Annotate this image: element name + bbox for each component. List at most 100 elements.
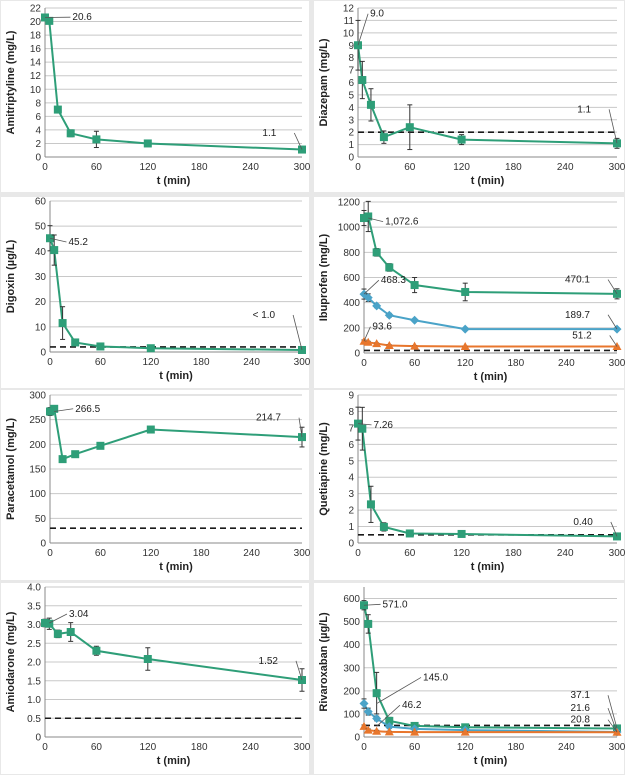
data-point (50, 405, 58, 413)
x-tick-label: 120 (453, 162, 470, 173)
x-tick-label: 300 (609, 162, 625, 173)
y-tick-label: 0 (35, 153, 41, 164)
y-tick-label: 10 (343, 28, 355, 39)
data-label: 3.04 (69, 609, 89, 620)
y-axis-label: Digoxin (µg/L) (5, 239, 17, 313)
y-tick-label: 0 (348, 153, 354, 164)
x-tick-label: 300 (294, 162, 311, 173)
x-axis-label: t (min) (471, 175, 505, 187)
data-label: 93.6 (372, 322, 392, 333)
y-tick-label: 60 (35, 197, 47, 208)
x-tick-label: 0 (355, 162, 361, 173)
data-point (406, 123, 414, 131)
data-label: 45.2 (68, 237, 88, 248)
data-point (147, 426, 155, 434)
x-axis-label: t (min) (474, 371, 508, 383)
x-tick-label: 60 (409, 742, 421, 753)
y-tick-label: 22 (30, 4, 42, 15)
y-tick-label: 2.0 (27, 658, 41, 669)
x-tick-label: 0 (361, 358, 367, 369)
data-label: 1,072.6 (385, 217, 419, 228)
y-tick-label: 400 (343, 298, 360, 309)
x-axis-label: t (min) (471, 561, 505, 573)
data-point (144, 655, 152, 663)
x-tick-label: 180 (505, 162, 522, 173)
y-tick-label: 14 (30, 58, 42, 69)
x-tick-label: 120 (139, 742, 156, 753)
y-tick-label: 200 (29, 440, 46, 451)
data-point (411, 281, 419, 289)
data-label: 9.0 (370, 9, 384, 20)
x-tick-label: 120 (453, 548, 470, 559)
x-tick-label: 180 (507, 358, 524, 369)
y-tick-label: 4 (35, 125, 41, 136)
y-tick-label: 12 (343, 4, 355, 15)
data-point (96, 342, 104, 350)
y-tick-label: 0 (40, 348, 46, 359)
x-tick-label: 240 (242, 742, 259, 753)
x-axis-label: t (min) (159, 370, 193, 382)
data-point (461, 288, 469, 296)
data-label: 571.0 (383, 599, 408, 610)
data-label: 145.0 (423, 672, 448, 683)
y-tick-label: 18 (30, 31, 42, 42)
y-tick-label: 0 (35, 733, 41, 744)
y-tick-label: 9 (348, 41, 354, 52)
data-point (385, 263, 393, 271)
x-axis-label: t (min) (159, 561, 193, 573)
y-tick-label: 50 (35, 514, 47, 525)
data-point (67, 129, 75, 137)
data-point (54, 630, 62, 638)
x-tick-label: 0 (355, 548, 361, 559)
y-tick-label: 7 (348, 66, 354, 77)
y-tick-label: 4 (348, 473, 354, 484)
y-tick-label: 600 (343, 594, 360, 605)
x-tick-label: 0 (47, 357, 53, 368)
x-tick-label: 300 (609, 548, 625, 559)
x-tick-label: 120 (457, 742, 474, 753)
y-tick-label: 100 (343, 709, 360, 720)
data-label: 7.26 (374, 420, 394, 431)
y-axis-label: Ibuprofen (mg/L) (318, 233, 330, 321)
y-tick-label: 10 (30, 85, 42, 96)
x-tick-label: 240 (557, 548, 574, 559)
x-axis-label: t (min) (474, 755, 508, 767)
y-tick-label: 3 (348, 489, 354, 500)
data-point (96, 442, 104, 450)
y-tick-label: 0 (354, 733, 360, 744)
y-tick-label: 10 (35, 322, 47, 333)
y-tick-label: 6 (348, 440, 354, 451)
data-point (380, 523, 388, 531)
y-tick-label: 11 (344, 16, 355, 27)
x-tick-label: 240 (557, 162, 574, 173)
data-point (147, 344, 155, 352)
y-tick-label: 3.0 (27, 620, 41, 631)
data-label: 37.1 (571, 690, 591, 701)
y-axis-label: Amiodarone (mg/L) (5, 611, 17, 712)
y-axis-label: Diazepam (mg/L) (318, 38, 330, 126)
y-tick-label: 0.5 (27, 714, 41, 725)
y-tick-label: 2 (348, 128, 354, 139)
x-tick-label: 240 (242, 162, 259, 173)
x-tick-label: 60 (404, 548, 416, 559)
x-tick-label: 240 (243, 357, 260, 368)
y-tick-label: 1 (348, 140, 354, 151)
y-tick-label: 200 (343, 323, 360, 334)
x-tick-label: 240 (558, 358, 575, 369)
y-tick-label: 6 (348, 78, 354, 89)
data-point (364, 620, 372, 628)
data-point (71, 450, 79, 458)
data-point (45, 620, 53, 628)
y-tick-label: 8 (35, 98, 41, 109)
y-tick-label: 0 (348, 539, 354, 550)
x-tick-label: 60 (95, 548, 107, 559)
y-tick-label: 4 (348, 103, 354, 114)
y-tick-label: 2 (348, 506, 354, 517)
x-tick-label: 180 (507, 742, 524, 753)
